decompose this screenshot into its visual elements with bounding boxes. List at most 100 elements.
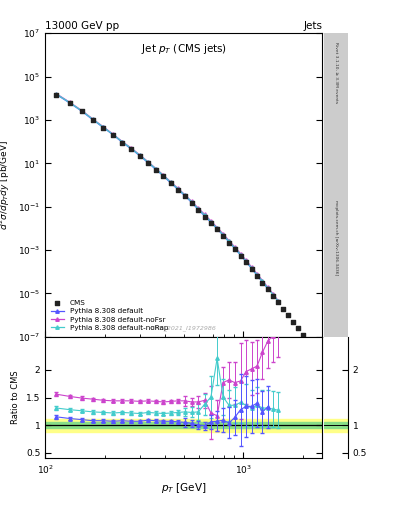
CMS — [175, 186, 181, 194]
Pythia 8.308 default — [260, 279, 265, 285]
Pythia 8.308 default-noFsr — [244, 258, 248, 264]
Pythia 8.308 default-noRap — [260, 279, 265, 285]
Pythia 8.308 default — [90, 117, 95, 123]
Pythia 8.308 default — [221, 232, 226, 239]
CMS — [128, 145, 134, 153]
Line: Pythia 8.308 default-noRap: Pythia 8.308 default-noRap — [55, 92, 280, 303]
Pythia 8.308 default-noFsr — [161, 172, 166, 178]
Pythia 8.308 default — [215, 226, 219, 232]
Pythia 8.308 default — [232, 245, 237, 251]
Pythia 8.308 default — [255, 272, 259, 279]
CMS — [285, 311, 291, 319]
Pythia 8.308 default-noRap — [255, 272, 259, 278]
CMS — [167, 179, 174, 187]
Pythia 8.308 default-noRap — [161, 173, 166, 179]
Legend: CMS, Pythia 8.308 default, Pythia 8.308 default-noFsr, Pythia 8.308 default-noRa: CMS, Pythia 8.308 default, Pythia 8.308 … — [49, 297, 171, 333]
CMS — [243, 259, 249, 267]
CMS — [270, 291, 276, 300]
Y-axis label: $d^2\sigma/dp_Tdy$ [pb/GeV]: $d^2\sigma/dp_Tdy$ [pb/GeV] — [0, 140, 13, 230]
CMS — [182, 193, 188, 201]
Pythia 8.308 default — [129, 146, 134, 152]
Pythia 8.308 default-noRap — [168, 179, 173, 185]
Pythia 8.308 default-noRap — [215, 225, 219, 231]
Pythia 8.308 default-noRap — [271, 292, 275, 298]
CMS — [220, 232, 226, 240]
Pythia 8.308 default — [101, 124, 105, 131]
Text: CMS_2021_I1972986: CMS_2021_I1972986 — [151, 325, 217, 331]
CMS — [237, 251, 244, 260]
Pythia 8.308 default-noRap — [101, 124, 105, 130]
CMS — [275, 298, 281, 306]
Pythia 8.308 default — [238, 252, 243, 258]
Pythia 8.308 default-noFsr — [232, 244, 237, 250]
Pythia 8.308 default-noRap — [79, 108, 84, 114]
Pythia 8.308 default — [189, 199, 194, 205]
Pythia 8.308 default-noFsr — [276, 297, 281, 304]
Pythia 8.308 default — [244, 259, 248, 265]
Pythia 8.308 default-noRap — [90, 116, 95, 122]
Pythia 8.308 default — [183, 193, 187, 199]
CMS — [231, 245, 238, 253]
Pythia 8.308 default-noRap — [196, 206, 200, 212]
Pythia 8.308 default-noFsr — [111, 131, 116, 137]
Pythia 8.308 default-noFsr — [176, 185, 180, 191]
Pythia 8.308 default — [168, 180, 173, 186]
Pythia 8.308 default — [79, 108, 84, 114]
Y-axis label: Ratio to CMS: Ratio to CMS — [11, 371, 20, 424]
Pythia 8.308 default-noRap — [120, 139, 125, 145]
Bar — [45, 418, 322, 432]
CMS — [295, 324, 301, 332]
Pythia 8.308 default-noRap — [189, 199, 194, 205]
CMS — [110, 131, 116, 139]
Pythia 8.308 default-noRap — [176, 186, 180, 192]
Pythia 8.308 default-noFsr — [249, 264, 254, 270]
Pythia 8.308 default-noFsr — [79, 108, 84, 114]
Pythia 8.308 default-noRap — [238, 251, 243, 258]
CMS — [208, 219, 214, 227]
Pythia 8.308 default-noRap — [138, 152, 142, 158]
Pythia 8.308 default-noRap — [183, 192, 187, 198]
Pythia 8.308 default — [161, 173, 166, 179]
CMS — [290, 317, 296, 326]
Pythia 8.308 default — [67, 100, 72, 106]
CMS — [248, 265, 255, 273]
Pythia 8.308 default-noFsr — [260, 278, 265, 284]
CMS — [90, 116, 96, 124]
Pythia 8.308 default-noFsr — [271, 291, 275, 297]
Pythia 8.308 default-noRap — [244, 258, 248, 264]
Pythia 8.308 default-noRap — [209, 219, 213, 225]
CMS — [195, 206, 201, 214]
Pythia 8.308 default-noFsr — [202, 211, 207, 218]
Pythia 8.308 default-noRap — [129, 145, 134, 152]
Pythia 8.308 default-noFsr — [90, 116, 95, 122]
Pythia 8.308 default-noRap — [145, 159, 150, 165]
Pythia 8.308 default — [120, 139, 125, 145]
Pythia 8.308 default-noFsr — [227, 238, 231, 244]
CMS — [259, 279, 266, 287]
Text: Jet $p_T$ (CMS jets): Jet $p_T$ (CMS jets) — [141, 42, 227, 56]
CMS — [280, 305, 286, 313]
Pythia 8.308 default — [54, 92, 59, 98]
Pythia 8.308 default-noRap — [202, 212, 207, 219]
CMS — [145, 159, 151, 167]
Pythia 8.308 default-noRap — [276, 298, 281, 304]
Pythia 8.308 default-noFsr — [265, 284, 270, 290]
Pythia 8.308 default — [145, 160, 150, 166]
Line: Pythia 8.308 default: Pythia 8.308 default — [55, 93, 270, 290]
Pythia 8.308 default-noFsr — [238, 250, 243, 257]
Pythia 8.308 default-noFsr — [120, 139, 125, 145]
CMS — [153, 166, 159, 174]
Pythia 8.308 default-noRap — [54, 91, 59, 97]
Pythia 8.308 default — [111, 132, 116, 138]
Bar — [324, 418, 348, 432]
Pythia 8.308 default-noFsr — [154, 165, 158, 172]
Pythia 8.308 default — [196, 206, 200, 212]
Pythia 8.308 default-noFsr — [209, 218, 213, 224]
Text: 13000 GeV pp: 13000 GeV pp — [45, 20, 119, 31]
CMS — [53, 91, 60, 99]
Pythia 8.308 default-noRap — [67, 99, 72, 105]
Pythia 8.308 default — [154, 166, 158, 173]
Pythia 8.308 default-noRap — [154, 166, 158, 172]
Pythia 8.308 default-noRap — [232, 245, 237, 251]
CMS — [214, 225, 220, 233]
